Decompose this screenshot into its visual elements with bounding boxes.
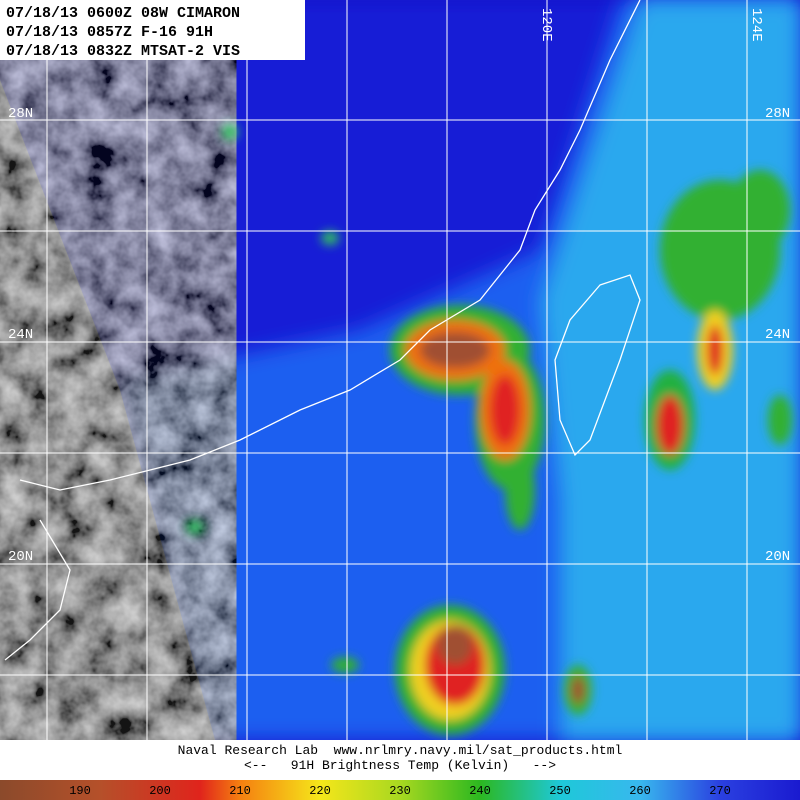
colorbar-tick-label: 190 <box>69 784 91 798</box>
graticule <box>0 0 800 740</box>
colorbar-tick-label: 240 <box>469 784 491 798</box>
colorbar <box>0 780 800 800</box>
colorbar-tick-label: 210 <box>229 784 251 798</box>
lat-label: 24N <box>8 327 33 343</box>
header-line: 07/18/13 0857Z F-16 91H <box>6 24 213 41</box>
lat-label: 20N <box>8 549 33 565</box>
colorbar-tick-label: 260 <box>629 784 651 798</box>
coastline <box>4 0 641 661</box>
colorbar-ticks: 190 200 210 220 230 240 250 260 270 <box>69 784 731 798</box>
lon-label: 124E <box>748 8 764 42</box>
colorbar-tick-label: 220 <box>309 784 331 798</box>
lon-label: 120E <box>538 8 554 42</box>
header-line: 07/18/13 0832Z MTSAT-2 VIS <box>6 43 240 60</box>
footer-credit: Naval Research Lab www.nrlmry.navy.mil/s… <box>178 743 623 758</box>
header-box <box>0 0 305 60</box>
colorbar-tick-label: 230 <box>389 784 411 798</box>
footer-box <box>0 740 800 780</box>
colorbar-tick-label: 270 <box>709 784 731 798</box>
lat-label: 24N <box>765 327 790 343</box>
lat-label: 20N <box>765 549 790 565</box>
lat-label: 28N <box>765 106 790 122</box>
header-line: 07/18/13 0600Z 08W CIMARON <box>6 5 240 22</box>
colorbar-tick-label: 250 <box>549 784 571 798</box>
colorbar-tick-label: 200 <box>149 784 171 798</box>
lat-label: 28N <box>8 106 33 122</box>
imagery <box>0 0 800 740</box>
footer-caption: <-- 91H Brightness Temp (Kelvin) --> <box>244 758 556 773</box>
